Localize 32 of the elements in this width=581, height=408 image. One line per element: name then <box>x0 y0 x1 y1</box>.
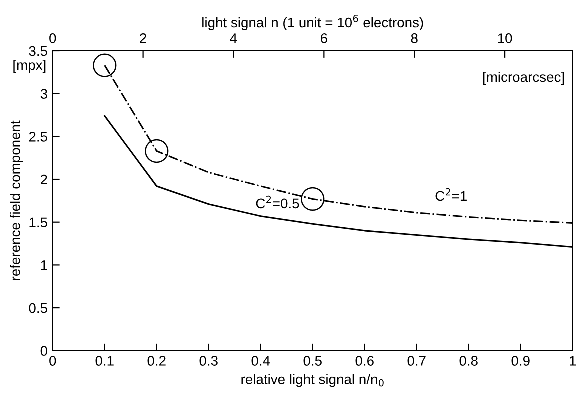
y-tick-label: 1 <box>41 260 48 270</box>
y-tick-label: 0.5 <box>29 303 48 314</box>
y-tick-label: 3 <box>40 89 48 100</box>
x-tick-label: 0 <box>50 356 56 366</box>
y-tick-label: 0 <box>40 346 48 356</box>
x-tick-label: 1 <box>570 356 576 366</box>
y-tick-label: 1.5 <box>30 218 48 228</box>
x-tick-label: 0.5 <box>304 356 322 366</box>
annotation: C$^{2}$=1 <box>436 188 467 202</box>
x-axis-title: relative light signal n/n$_{0}$ <box>242 374 384 388</box>
x2-tick-label: 8 <box>411 34 418 44</box>
x-tick-label: 0.4 <box>252 356 270 366</box>
y-tick-label: 2.5 <box>29 132 48 142</box>
x2-axis-title: light signal n (1 unit = 10$^{6}$ electrons) <box>202 14 424 30</box>
y-tick-label: 3.5 <box>29 46 48 56</box>
x-tick-label: 0.3 <box>200 356 218 366</box>
x2-tick-label: 10 <box>498 34 512 44</box>
x-tick-label: 0.6 <box>356 356 374 366</box>
y-tick-label: 2 <box>40 174 48 185</box>
annotation: [microarcsec] <box>483 72 564 85</box>
x-tick-label: 0.1 <box>96 356 114 366</box>
y-axis-title: reference field component <box>10 120 24 280</box>
text: [mpx] <box>14 60 46 73</box>
x-tick-label: 0.2 <box>148 356 166 366</box>
x-tick-label: 0.9 <box>512 356 530 366</box>
x2-tick-label: 0 <box>50 34 56 44</box>
x-tick-label: 0.8 <box>460 356 478 366</box>
x2-tick-label: 6 <box>321 34 328 44</box>
x2-tick-label: 4 <box>230 34 238 44</box>
annotation: C$^{2}$=0.5 <box>256 196 300 209</box>
x-tick-label: 0.7 <box>408 356 426 366</box>
x2-tick-label: 2 <box>140 34 146 44</box>
